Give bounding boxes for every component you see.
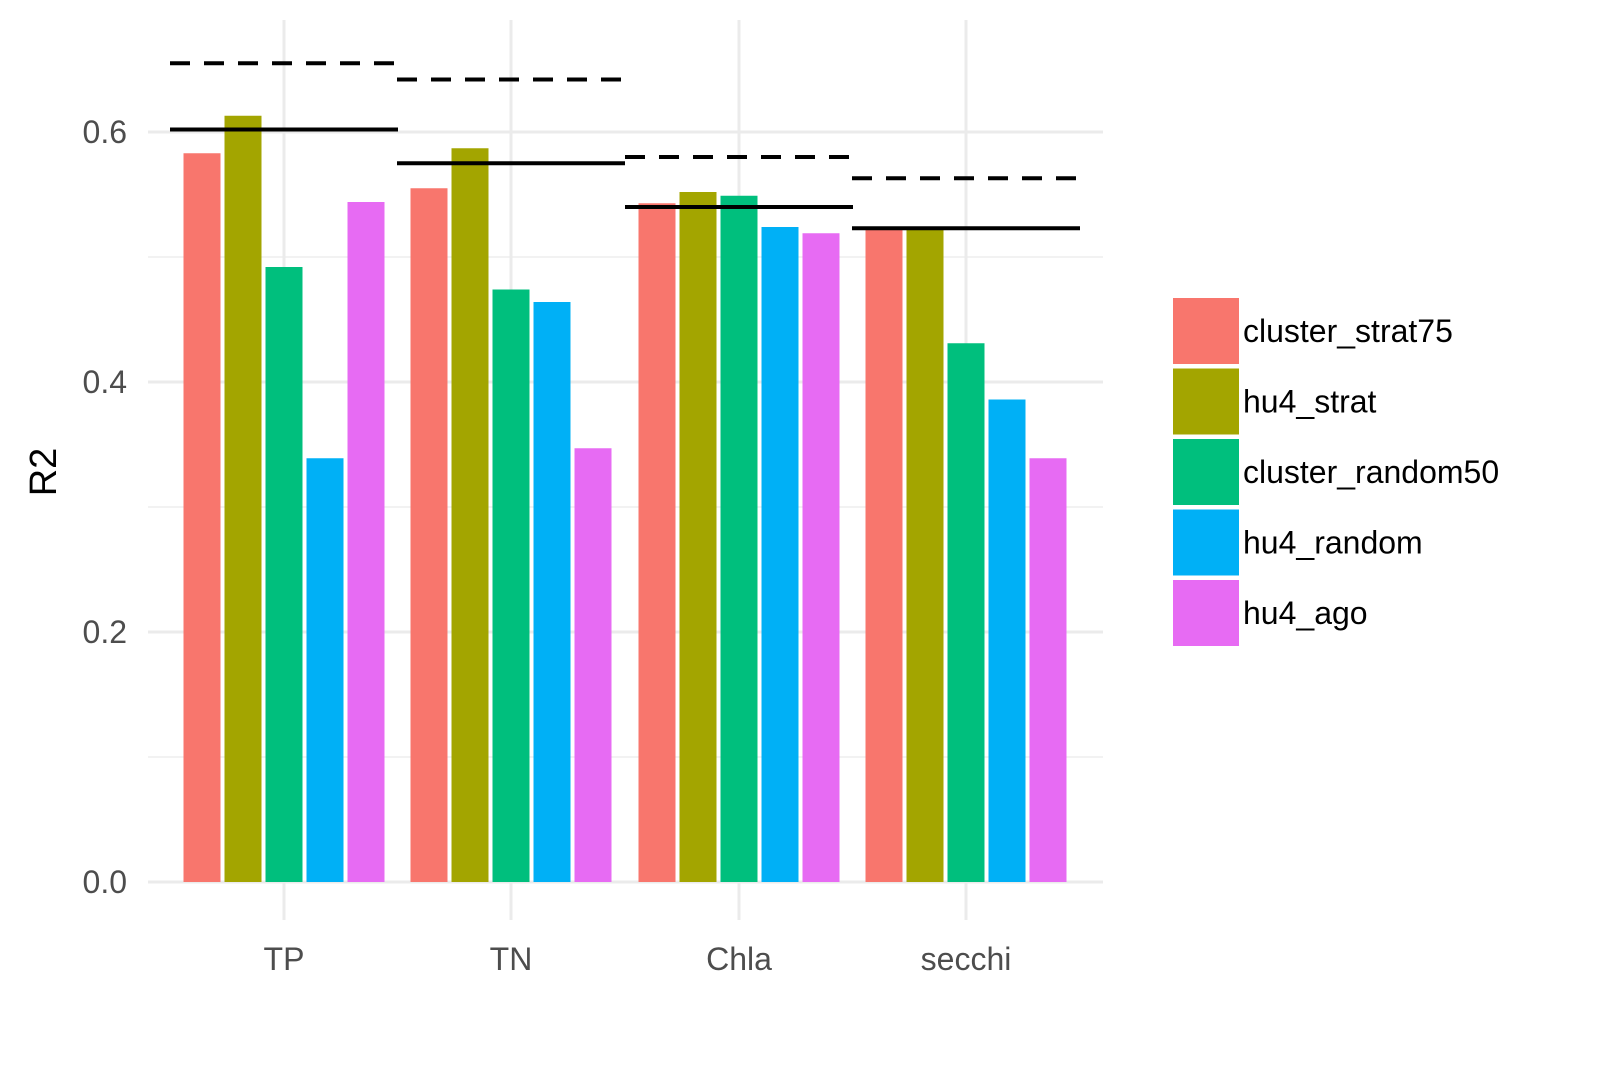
legend-label-hu4_strat: hu4_strat: [1243, 384, 1377, 420]
bar-hu4_strat-secchi: [906, 228, 944, 882]
bar-hu4_ago-TN: [574, 448, 612, 882]
y-tick-label: 0.4: [83, 364, 127, 400]
legend-label-hu4_ago: hu4_ago: [1243, 595, 1368, 631]
bar-cluster_strat75-Chla: [638, 203, 676, 882]
bar-hu4_strat-TP: [224, 115, 262, 882]
bar-hu4_random-TP: [306, 458, 344, 882]
bar-hu4_ago-secchi: [1029, 458, 1067, 882]
reference-lines: [170, 61, 1080, 231]
legend-label-hu4_random: hu4_random: [1243, 525, 1423, 561]
legend-key-hu4_ago: [1173, 580, 1239, 646]
x-tick-label-Chla: Chla: [706, 941, 772, 977]
bar-cluster_random50-secchi: [947, 343, 985, 882]
legend-key-cluster_random50: [1173, 439, 1239, 505]
bar-hu4_strat-TN: [451, 148, 489, 882]
bar-hu4_strat-Chla: [679, 192, 717, 882]
y-tick-label: 0.0: [83, 864, 127, 900]
x-tick-label-TP: TP: [264, 941, 305, 977]
bar-cluster_strat75-TN: [410, 188, 448, 882]
legend: cluster_strat75 hu4_strat cluster_random50…: [1173, 298, 1499, 646]
x-tick-label-secchi: secchi: [921, 941, 1012, 977]
bar-cluster_random50-TN: [492, 289, 530, 882]
x-tick-label-TN: TN: [490, 941, 533, 977]
bar-hu4_ago-Chla: [802, 233, 840, 882]
legend-label-cluster_random50: cluster_random50: [1243, 454, 1499, 490]
bar-cluster_strat75-TP: [183, 153, 221, 882]
bar-cluster_random50-TP: [265, 267, 303, 882]
legend-label-cluster_strat75: cluster_strat75: [1243, 313, 1453, 349]
bars: [183, 115, 1067, 882]
bar-hu4_random-Chla: [761, 227, 799, 882]
y-axis-title: R2: [23, 448, 65, 497]
legend-key-hu4_random: [1173, 509, 1239, 576]
y-tick-label: 0.2: [83, 614, 127, 650]
legend-key-cluster_strat75: [1173, 298, 1239, 364]
legend-key-hu4_strat: [1173, 368, 1239, 435]
bar-cluster_strat75-secchi: [865, 228, 903, 882]
bar-cluster_random50-Chla: [720, 195, 758, 882]
y-tick-label: 0.6: [83, 114, 127, 150]
axes: 0.0 0.2 0.4 0.6 TP TN Chla secchi: [83, 114, 1012, 977]
bar-hu4_random-TN: [533, 302, 571, 882]
bar-hu4_ago-TP: [347, 202, 385, 882]
bar-hu4_random-secchi: [988, 399, 1026, 882]
